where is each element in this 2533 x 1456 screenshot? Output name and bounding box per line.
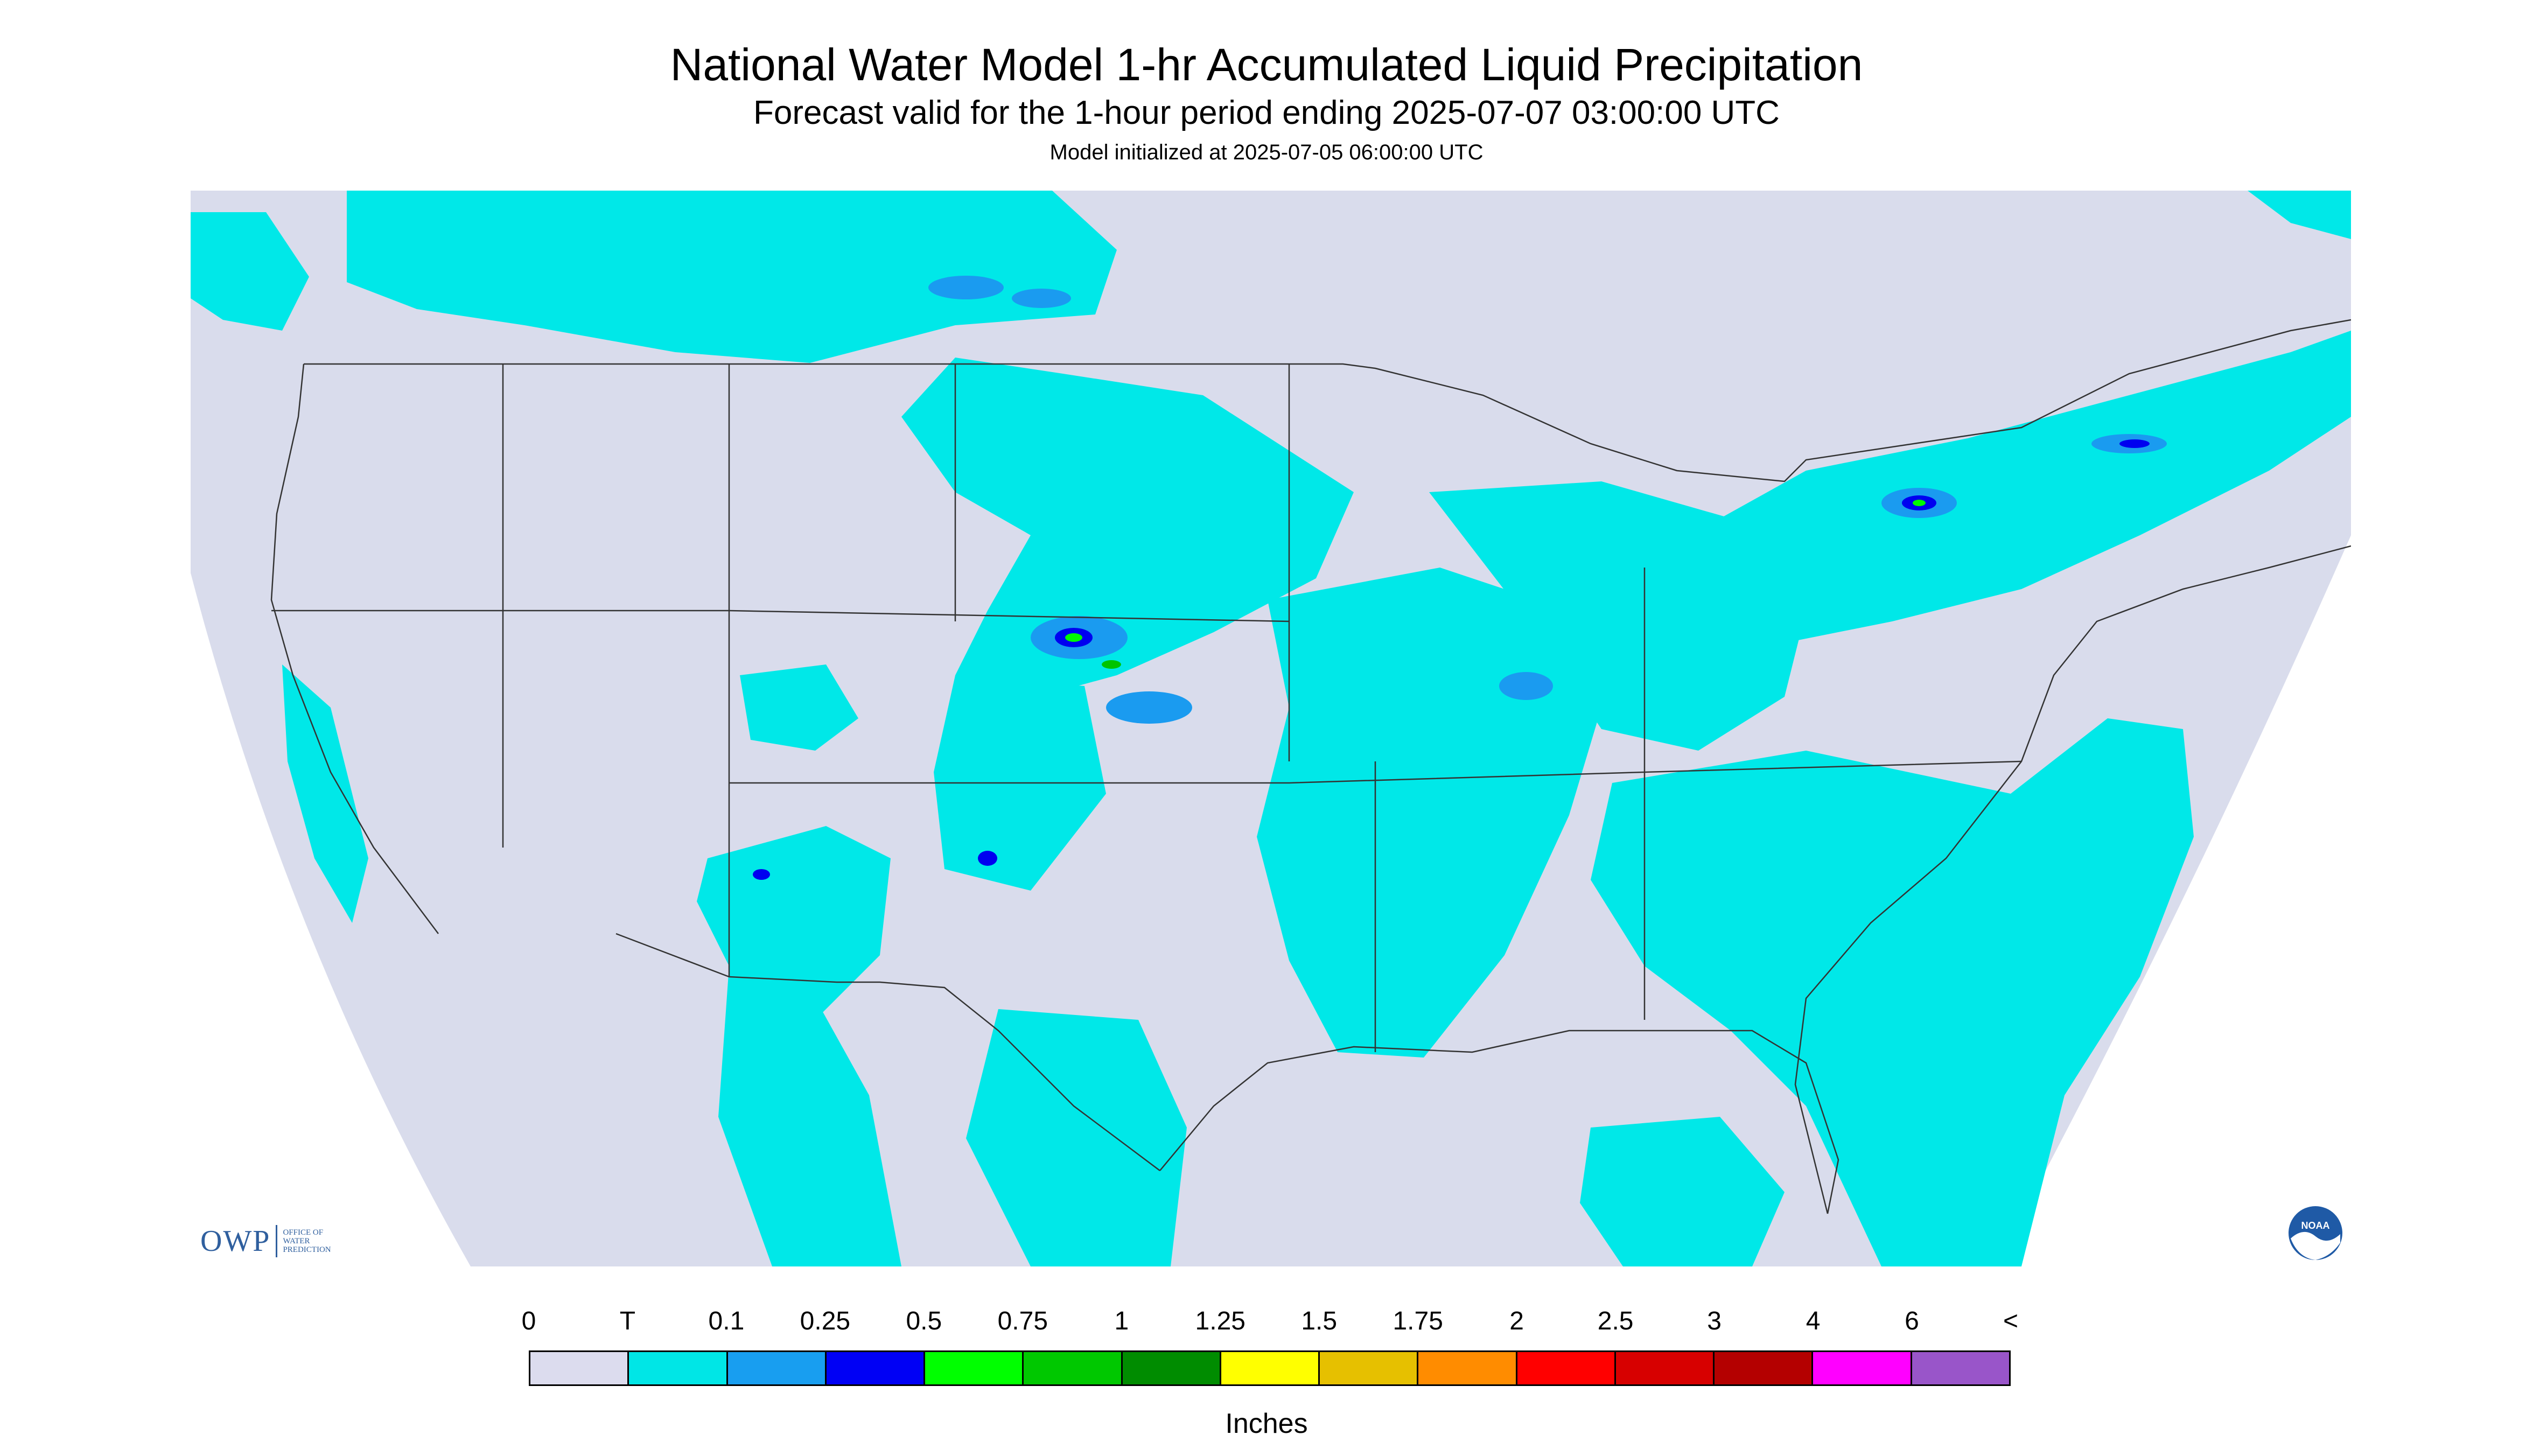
- precip-core-quebec-blue: [2119, 439, 2150, 448]
- noaa-logo-text: NOAA: [2301, 1220, 2330, 1231]
- precip-core-kansas-green: [1102, 660, 1121, 669]
- state-line-6: [729, 760, 2022, 784]
- canada-us-border: [304, 319, 2351, 482]
- colorbar-swatch: [1713, 1350, 1812, 1386]
- owp-line-1: OFFICE OF: [283, 1228, 324, 1237]
- owp-line-3: PREDICTION: [283, 1245, 331, 1254]
- colorbar-label: 0.5: [906, 1307, 942, 1335]
- colorbar-label: 3: [1707, 1307, 1722, 1335]
- colorbar-label: 1.75: [1393, 1307, 1443, 1335]
- boundaries: [270, 319, 2351, 1214]
- precip-trace-areas: [191, 191, 2351, 1266]
- colorbar-label: 0.75: [997, 1307, 1048, 1335]
- precip-core-arizona: [753, 869, 770, 880]
- precip-area-great-lakes-ohio: [1429, 481, 1806, 751]
- owp-logo: OWP OFFICE OF WATER PREDICTION: [200, 1222, 331, 1260]
- colorbar-label: 1.5: [1301, 1307, 1338, 1335]
- colorbar-label: 2: [1509, 1307, 1524, 1335]
- precip-area-utah: [740, 664, 858, 751]
- colorbar-swatch: [1022, 1350, 1121, 1386]
- colorbar-swatch: [1219, 1350, 1319, 1386]
- precip-area-california: [282, 664, 368, 923]
- colorbar-swatch: [824, 1350, 924, 1386]
- precip-area-mexico-central: [966, 1009, 1187, 1266]
- precip-core-saskatchewan: [928, 276, 1004, 299]
- colorbar-label: 1.25: [1195, 1307, 1245, 1335]
- colorbar-swatch: [529, 1350, 628, 1386]
- precip-area-florida-keys: [1580, 1117, 1785, 1266]
- chart-subtitle: Forecast valid for the 1-hour period end…: [753, 94, 1780, 131]
- colorbar-label: 0.25: [800, 1307, 851, 1335]
- precipitation-map: [191, 191, 2351, 1266]
- colorbar-swatch: [1515, 1350, 1614, 1386]
- colorbar-swatch: [923, 1350, 1023, 1386]
- precip-area-pacific-nw: [191, 212, 309, 331]
- colorbar-swatch: [1121, 1350, 1220, 1386]
- precip-area-canada-west: [347, 191, 1117, 363]
- colorbar-swatch: [1417, 1350, 1516, 1386]
- state-line-5: [271, 610, 1290, 622]
- precip-core-kansas: [1106, 691, 1192, 724]
- us-mexico-border: [615, 933, 1160, 1171]
- owp-logo-divider: [276, 1225, 278, 1257]
- domain-edge-left: [191, 573, 471, 1266]
- domain-edge-right: [1995, 535, 2351, 1266]
- colorbar-swatch: [1811, 1350, 1911, 1386]
- colorbar-label: 2.5: [1597, 1307, 1634, 1335]
- precip-core-saskatchewan-2: [1012, 289, 1071, 308]
- colorbar-swatch: [627, 1350, 726, 1386]
- precip-area-southeast-atlantic: [1591, 718, 2194, 1266]
- colorbar-label: <: [2003, 1307, 2019, 1335]
- precip-core-ontario-green: [1913, 500, 1926, 506]
- colorbar-swatch: [1910, 1350, 2011, 1386]
- owp-line-2: WATER: [283, 1237, 310, 1245]
- owp-logo-letters: OWP: [200, 1224, 271, 1258]
- chart-title: National Water Model 1-hr Accumulated Li…: [670, 39, 1863, 90]
- colorbar-label: 6: [1905, 1307, 1919, 1335]
- model-init-text: Model initialized at 2025-07-05 06:00:00…: [1049, 141, 1484, 164]
- precip-heavier-cores: [753, 276, 2167, 880]
- precip-core-new-mexico: [978, 851, 997, 866]
- noaa-logo-icon: NOAA: [2289, 1206, 2342, 1260]
- colorbar-label: 0: [521, 1307, 536, 1335]
- colorbar: [529, 1350, 2011, 1386]
- colorbar-labels: 0 T 0.1 0.25 0.5 0.75 1 1.25 1.5 1.75 2 2.5 3 4 6 <: [0, 1305, 2533, 1338]
- precip-area-mexico-west: [718, 966, 901, 1266]
- colorbar-swatch: [726, 1350, 825, 1386]
- colorbar-label: 1: [1114, 1307, 1129, 1335]
- precip-area-plains: [901, 358, 1354, 708]
- colorbar-swatch: [1318, 1350, 1417, 1386]
- precip-area-northeast-band: [1709, 331, 2351, 643]
- colorbar-label: 4: [1806, 1307, 1821, 1335]
- precip-core-nebraska-green: [1065, 633, 1082, 642]
- precip-core-illinois: [1499, 672, 1553, 700]
- colorbar-swatch: [1614, 1350, 1713, 1386]
- colorbar-label: 0.1: [708, 1307, 745, 1335]
- colorbar-units: Inches: [1225, 1408, 1308, 1439]
- precip-area-canada-east: [2248, 191, 2351, 239]
- coastline-gulf: [1159, 1030, 1839, 1214]
- owp-logo-text: OFFICE OF WATER PREDICTION: [283, 1228, 331, 1254]
- colorbar-label: T: [619, 1307, 636, 1335]
- coastline-west: [270, 363, 439, 934]
